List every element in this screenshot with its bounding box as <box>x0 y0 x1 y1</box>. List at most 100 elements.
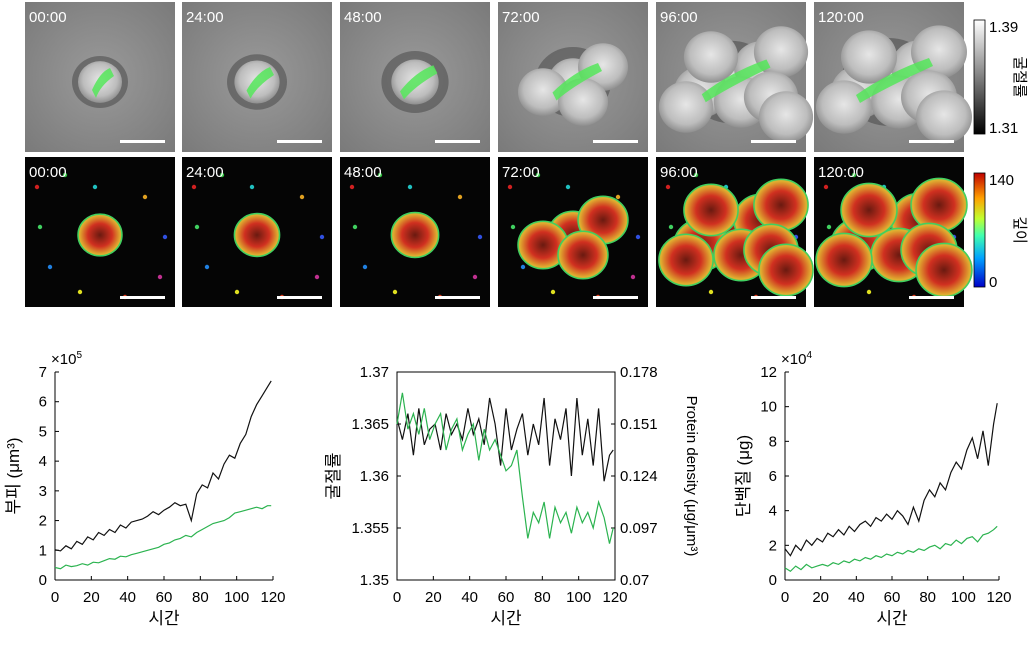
debris-dot <box>392 289 398 295</box>
organoid-lobe <box>557 230 609 280</box>
debris-dot <box>866 289 872 295</box>
y-tick-label: 4 <box>39 453 47 470</box>
plot-area <box>55 372 273 580</box>
depth-time-label: 72:00 <box>502 164 540 181</box>
depth-time-label: 96:00 <box>660 164 698 181</box>
x-tick-label: 100 <box>224 589 249 606</box>
debris-dot <box>142 194 148 200</box>
organoid-lobe <box>77 213 123 257</box>
x-tick-label: 20 <box>812 589 829 606</box>
organoid-lobe <box>916 90 972 144</box>
scale-bar <box>277 296 322 299</box>
y-tick-label: 6 <box>769 468 777 485</box>
organoid-lobe <box>683 31 739 83</box>
ri-tile: 72:00 <box>498 2 648 152</box>
debris-dot <box>635 234 641 240</box>
protein-mass-chart: 0 20 40 60 80 100 120 0 2 4 6 8 10 12×104 시간 단백질 (μg) <box>734 350 1012 628</box>
y-tick-label: 12 <box>760 364 777 381</box>
x-tick-label: 20 <box>425 589 442 606</box>
ri-time-label: 48:00 <box>344 9 382 26</box>
ri-tile: 00:00 <box>25 2 175 152</box>
ri-green-overlay <box>856 58 933 103</box>
ri-time-label: 120:00 <box>818 9 864 26</box>
ri-tile: 120:00 <box>814 2 972 152</box>
ri-colorbar-min: 1.31 <box>989 120 1018 137</box>
ri-time-label: 24:00 <box>186 9 224 26</box>
scale-bar <box>751 140 796 143</box>
y-tick-label: 1.355 <box>351 520 389 537</box>
debris-dot <box>693 172 699 178</box>
debris-dot <box>219 172 225 178</box>
depth-colorbar-max: 140 <box>989 172 1014 189</box>
x-tick-label: 60 <box>156 589 173 606</box>
organoid-lobe <box>233 212 281 258</box>
plot-area <box>396 371 616 581</box>
depth-time-label: 48:00 <box>344 164 382 181</box>
debris-dot <box>194 224 200 230</box>
y2-tick-label: 0.178 <box>620 364 658 381</box>
x-tick-label: 0 <box>393 589 401 606</box>
debris-dot <box>249 184 255 190</box>
x-tick-label: 100 <box>951 589 976 606</box>
debris-dot <box>668 224 674 230</box>
debris-dot <box>352 224 358 230</box>
ri-time-label: 72:00 <box>502 9 540 26</box>
organoid-lobe <box>558 78 608 126</box>
debris-dot <box>162 234 168 240</box>
scale-bar <box>593 296 638 299</box>
scale-bar <box>120 296 165 299</box>
y2-tick-label: 0.124 <box>620 468 658 485</box>
depth-colorbar-min: 0 <box>989 274 997 291</box>
debris-dot <box>377 172 383 178</box>
y-tick-label: 1.37 <box>360 364 389 381</box>
x-tick-label: 60 <box>498 589 515 606</box>
debris-dot <box>191 184 197 190</box>
y2-axis-title: Protein density (μg/μm³) <box>683 396 700 557</box>
y2-tick-label: 0.151 <box>620 416 658 433</box>
debris-dot <box>565 184 571 190</box>
debris-dot <box>299 194 305 200</box>
series-line-black <box>784 403 998 557</box>
ri-colorbar-max: 1.39 <box>989 19 1018 36</box>
x-tick-label: 40 <box>119 589 136 606</box>
debris-dot <box>37 224 43 230</box>
debris-dot <box>630 274 636 280</box>
depth-tile: 00:00 <box>25 157 175 307</box>
x-tick-label: 20 <box>83 589 100 606</box>
debris-dot <box>457 194 463 200</box>
ri-green-overlay <box>400 65 438 100</box>
plot-area <box>785 372 999 580</box>
series-line-black <box>54 380 272 552</box>
depth-tile: 96:00 <box>656 157 814 307</box>
x-tick-label: 0 <box>51 589 59 606</box>
scale-bar <box>120 140 165 143</box>
debris-dot <box>477 234 483 240</box>
organoid-lobe <box>658 233 714 287</box>
ri-tile: 48:00 <box>340 2 490 152</box>
organoid-lobe <box>816 80 872 134</box>
y-tick-label: 10 <box>760 399 777 416</box>
ri-green-overlay <box>552 63 602 101</box>
x-tick-label: 40 <box>848 589 865 606</box>
ri-tile: 24:00 <box>182 2 332 152</box>
x-axis-title: 시간 <box>148 609 180 628</box>
debris-dot <box>47 264 53 270</box>
debris-dot <box>708 289 714 295</box>
ri-colorbar: 1.39 1.31 굴절률 <box>973 19 1028 137</box>
x-tick-label: 60 <box>884 589 901 606</box>
organoid-lobe <box>753 178 809 232</box>
y-tick-label: 1 <box>39 542 47 559</box>
y-axis-title: 굴절률 <box>324 453 343 500</box>
organoid-lobe <box>758 243 814 297</box>
debris-dot <box>851 172 857 178</box>
scale-bar <box>277 140 322 143</box>
y-tick-label: 1.365 <box>351 416 389 433</box>
debris-dot <box>615 194 621 200</box>
series-line-green <box>784 525 998 573</box>
debris-dot <box>510 224 516 230</box>
x-tick-label: 100 <box>566 589 591 606</box>
y-axis-title: 단백질 (μg) <box>734 435 753 517</box>
y-tick-label: 8 <box>769 433 777 450</box>
debris-dot <box>77 289 83 295</box>
